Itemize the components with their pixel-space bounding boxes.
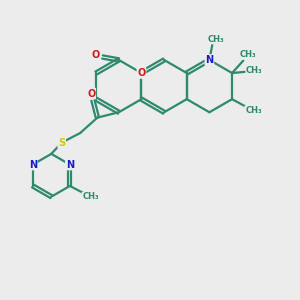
Text: O: O xyxy=(137,68,146,78)
Text: N: N xyxy=(205,55,214,65)
Text: N: N xyxy=(66,160,74,170)
Text: CH₃: CH₃ xyxy=(208,34,224,43)
Text: CH₃: CH₃ xyxy=(245,106,262,115)
Text: CH₃: CH₃ xyxy=(82,193,99,202)
Text: S: S xyxy=(58,138,65,148)
Text: O: O xyxy=(87,88,95,98)
Text: CH₃: CH₃ xyxy=(246,66,263,75)
Text: CH₃: CH₃ xyxy=(239,50,256,59)
Text: N: N xyxy=(29,160,37,170)
Text: O: O xyxy=(92,50,100,60)
